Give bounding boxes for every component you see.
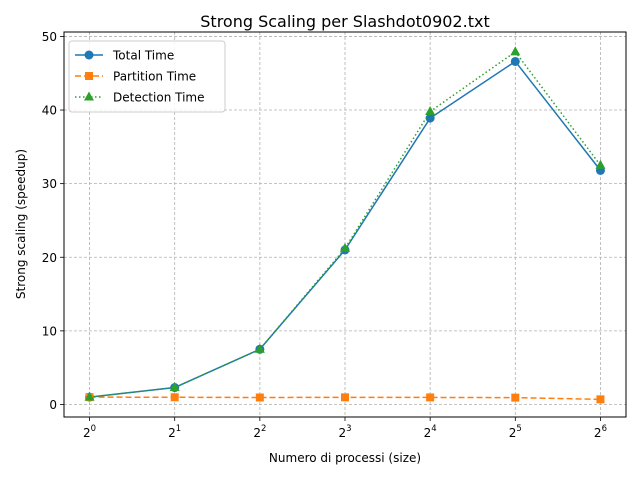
x-tick-label: 24	[424, 424, 437, 440]
y-tick-label: 10	[42, 324, 57, 338]
grid	[64, 32, 626, 417]
data-point	[510, 46, 521, 56]
x-tick-label: 25	[509, 424, 522, 440]
y-tick-label: 0	[49, 398, 57, 412]
y-tick-label: 40	[42, 104, 57, 118]
legend-box	[68, 40, 226, 113]
x-axis-label: Numero di processi (size)	[269, 451, 421, 465]
y-tick-label: 50	[42, 30, 57, 44]
data-point	[170, 393, 179, 402]
x-tick-label: 22	[253, 424, 266, 440]
data-point	[596, 395, 605, 404]
x-tick-label: 26	[594, 424, 607, 440]
x-tick-label: 21	[168, 424, 181, 440]
data-point	[254, 343, 265, 353]
y-axis: 0 10 20 30 40 50	[42, 30, 64, 412]
y-axis-label: Strong scaling (speedup)	[14, 149, 28, 299]
legend-label: Total Time	[112, 49, 174, 63]
x-tick-label: 23	[338, 424, 351, 440]
chart-title: Strong Scaling per Slashdot0902.txt	[200, 12, 489, 31]
legend-marker	[84, 50, 94, 60]
data-point	[595, 159, 606, 169]
data-point	[255, 393, 264, 402]
legend-marker	[85, 72, 93, 80]
data-point	[425, 106, 436, 116]
data-point	[84, 391, 95, 401]
data-point	[341, 393, 349, 402]
data-point	[169, 382, 180, 392]
y-tick-label: 20	[42, 251, 57, 265]
legend-marker	[84, 91, 94, 101]
data-point	[425, 113, 435, 123]
x-axis: 20 21 22 23 24 25 26	[83, 417, 607, 440]
legend-label: Detection Time	[113, 91, 204, 105]
data-point	[510, 56, 520, 66]
legend-label: Partition Time	[113, 70, 196, 84]
data-point	[340, 242, 350, 252]
data-point	[511, 393, 520, 402]
data-point	[426, 393, 435, 402]
series-layer	[84, 46, 606, 404]
y-tick-label: 30	[42, 177, 57, 191]
legend: Total Time Partition Time Detection Time	[68, 40, 226, 113]
series-detection-time	[84, 46, 606, 401]
x-tick-label: 20	[83, 424, 96, 440]
